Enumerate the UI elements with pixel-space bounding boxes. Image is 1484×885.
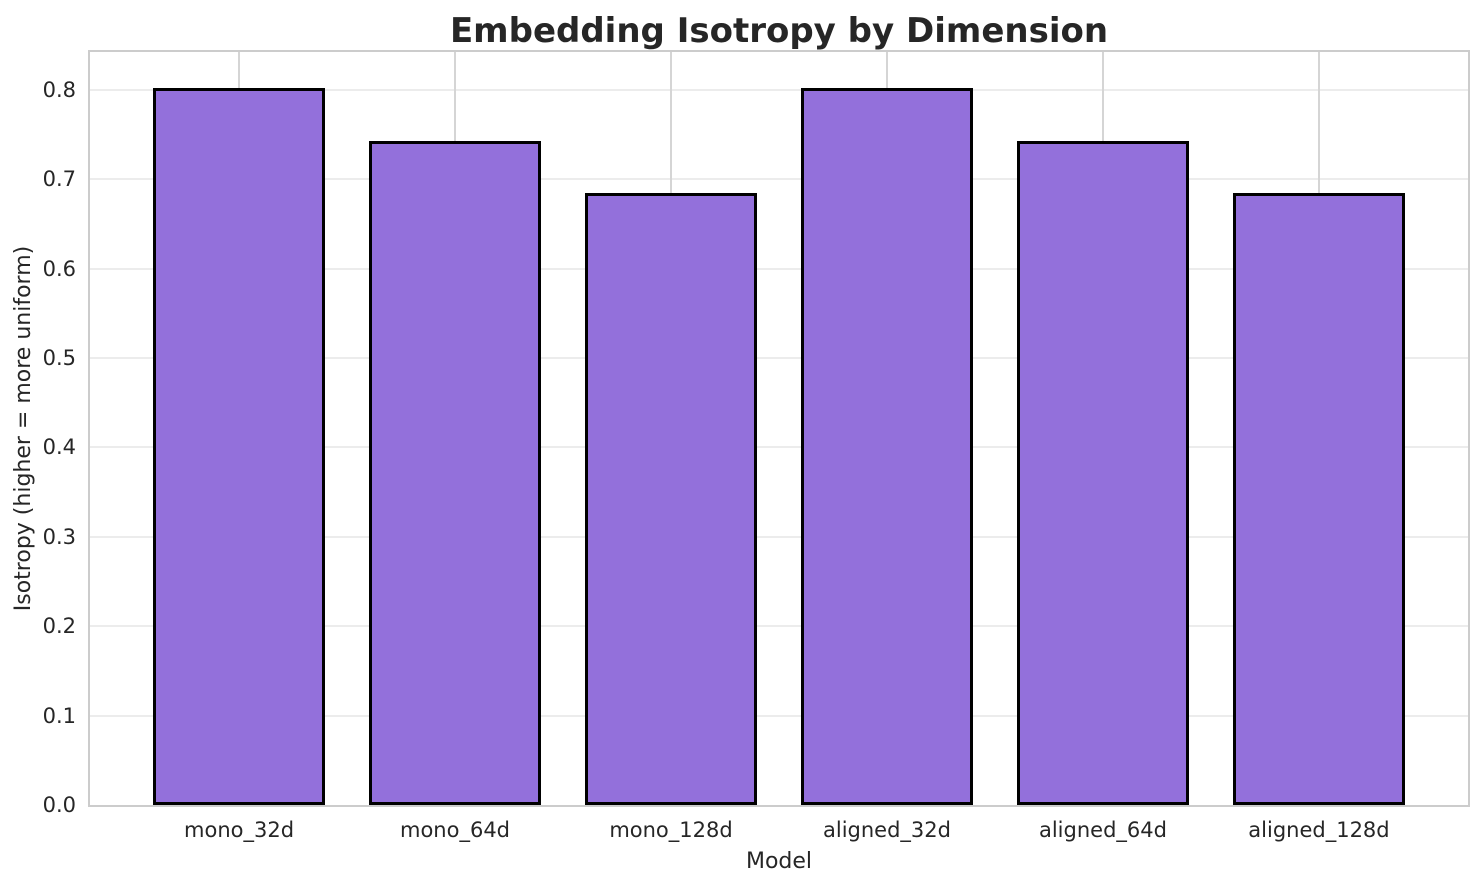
bar-mono_64d [368,140,542,805]
y-tick-label: 0.7 [42,167,76,192]
y-tick-label: 0.1 [42,703,76,728]
gridline-horizontal [90,178,1468,181]
bar-aligned_64d [1016,140,1190,805]
bar-mono_32d [152,88,326,805]
y-axis-label-text: Isotropy (higher = more uniform) [11,245,37,612]
x-tick-label-mono_64d: mono_64d [400,818,511,842]
x-tick-label-aligned_128d: aligned_128d [1248,818,1390,842]
y-tick-label: 0.2 [42,614,76,639]
plot-area [88,50,1470,807]
y-tick-label: 0.8 [42,77,76,102]
bar-aligned_128d [1232,192,1406,805]
y-tick-label: 0.4 [42,435,76,460]
x-tick-label-mono_128d: mono_128d [609,818,733,842]
gridline-horizontal [90,267,1468,270]
y-tick-label: 0.6 [42,256,76,281]
bar-aligned_32d [800,88,974,805]
y-tick-label: 0.5 [42,346,76,370]
gridline-horizontal [90,88,1468,91]
gridline-horizontal [90,446,1468,449]
gridline-horizontal [90,714,1468,717]
bar-mono_128d [584,192,758,805]
chart-title: Embedding Isotropy by Dimension [449,11,1109,51]
y-tick-label: 0.0 [42,793,76,817]
y-tick-label: 0.3 [42,524,76,549]
x-axis-label: Model [745,849,813,874]
x-tick-label-aligned_64d: aligned_64d [1038,818,1167,842]
gridline-horizontal [90,357,1468,359]
x-tick-label-mono_32d: mono_32d [184,818,295,842]
x-tick-label-aligned_32d: aligned_32d [822,818,951,842]
gridline-horizontal [90,535,1468,538]
y-axis-label: Isotropy (higher = more uniform) [2,52,46,805]
gridline-horizontal [90,625,1468,628]
